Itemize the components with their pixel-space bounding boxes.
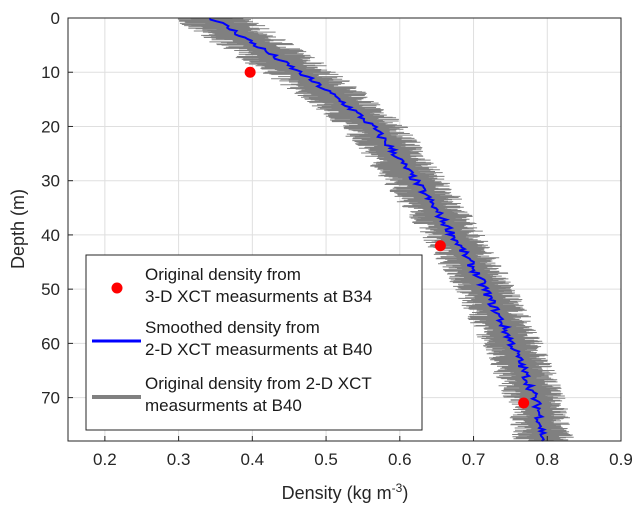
x-axis-label-end: ) [402, 483, 408, 503]
density-3d-point-2 [518, 397, 530, 409]
y-axis-label: Depth (m) [8, 189, 28, 269]
legend-marker-red-dot [111, 282, 123, 294]
x-axis-label-main: Density (kg m [282, 483, 392, 503]
legend-entry-2-line-1: Smoothed density from [145, 318, 320, 337]
y-tick-label-3: 30 [41, 172, 60, 191]
legend-entry-3-line-1: Original density from 2-D XCT [145, 374, 372, 393]
legend: Original density from 3-D XCT measurment… [85, 254, 423, 431]
x-tick-label-1: 0.3 [167, 450, 191, 469]
y-tick-label-1: 10 [41, 63, 60, 82]
density-3d-point-0 [244, 66, 256, 78]
original-density-3d-points [244, 66, 530, 409]
y-tick-label-5: 50 [41, 280, 60, 299]
legend-entry-1-line-1: Original density from [145, 265, 301, 284]
y-tick-label-0: 0 [51, 9, 60, 28]
legend-entry-2-line-2: 2-D XCT measurments at B40 [145, 340, 372, 359]
y-tick-label-6: 60 [41, 334, 60, 353]
smoothed-density-2d-line [208, 17, 548, 442]
y-tick-label-7: 70 [41, 389, 60, 408]
x-tick-label-6: 0.8 [535, 450, 559, 469]
x-tick-label-2: 0.4 [241, 450, 265, 469]
x-tick-label-0: 0.2 [93, 450, 117, 469]
density-3d-point-1 [434, 240, 446, 252]
x-axis-ticks: 0.2 0.3 0.4 0.5 0.6 0.7 0.8 0.9 [93, 436, 633, 469]
x-tick-label-3: 0.5 [314, 450, 338, 469]
plot-frame [67, 17, 622, 442]
legend-entry-3-line-2: measurments at B40 [145, 396, 302, 415]
y-tick-label-4: 40 [41, 226, 60, 245]
x-tick-label-7: 0.9 [609, 450, 633, 469]
x-tick-label-5: 0.7 [462, 450, 486, 469]
y-axis-ticks: 0 10 20 30 40 50 60 70 [41, 9, 73, 408]
x-axis-label: Density (kg m-3) [282, 481, 409, 503]
x-tick-label-4: 0.6 [388, 450, 412, 469]
legend-box [85, 254, 423, 431]
y-tick-label-2: 20 [41, 117, 60, 136]
smoothed-density-2d-trace [208, 17, 548, 442]
x-axis-label-superscript: -3 [392, 481, 403, 495]
legend-entry-1-line-2: 3-D XCT measurments at B34 [145, 287, 372, 306]
